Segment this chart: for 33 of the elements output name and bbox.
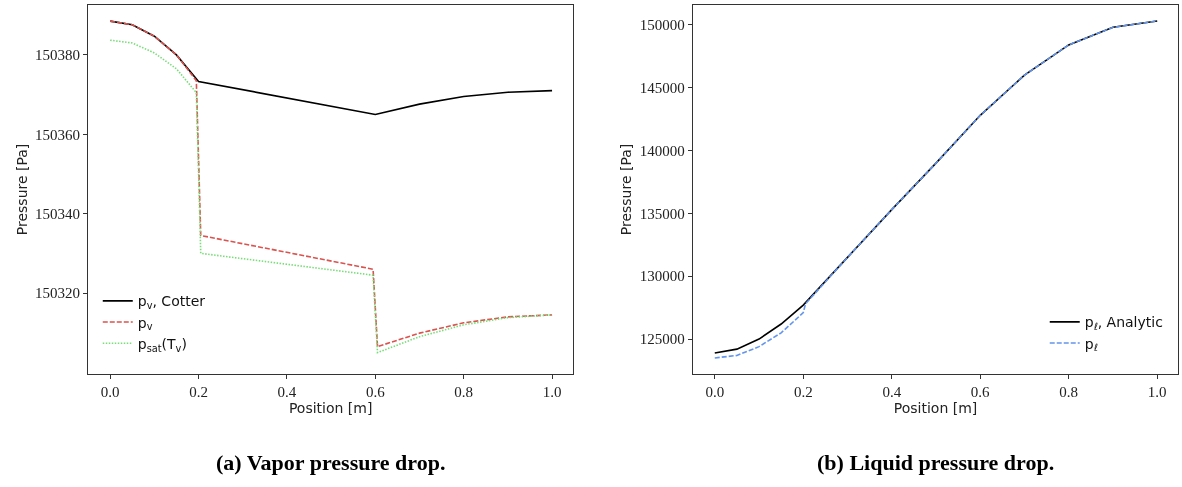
x-tick-label: 1.0 <box>1147 384 1167 401</box>
y-tick-label: 145000 <box>639 79 685 96</box>
x-tick-label: 0.0 <box>705 384 725 401</box>
x-axis-title: Position [m] <box>893 400 978 417</box>
legend-label: p$_{ℓ}$ <box>1084 335 1098 354</box>
y-tick-label: 150380 <box>35 47 81 64</box>
y-tick-label: 135000 <box>639 205 685 222</box>
x-tick-label: 0.4 <box>277 384 297 401</box>
x-tick-label: 0.8 <box>1059 384 1079 401</box>
y-axis-title: Pressure [Pa] <box>13 143 30 236</box>
x-tick-label: 0.4 <box>882 384 902 401</box>
y-tick-label: 130000 <box>639 268 685 285</box>
legend-label: p$_{v}$ <box>137 314 153 333</box>
y-tick-label: 150320 <box>35 285 81 302</box>
y-tick-label: 140000 <box>639 142 685 159</box>
y-axis-title: Pressure [Pa] <box>618 143 635 236</box>
x-tick-label: 0.8 <box>454 384 474 401</box>
y-tick-label: 150360 <box>35 126 81 143</box>
x-tick-label: 0.6 <box>365 384 386 401</box>
x-axis-title: Position [m] <box>288 400 373 417</box>
x-tick-label: 0.6 <box>970 384 991 401</box>
x-tick-label: 1.0 <box>542 384 562 401</box>
x-tick-label: 0.2 <box>189 384 208 401</box>
y-tick-label: 150000 <box>639 17 685 34</box>
y-tick-label: 125000 <box>639 331 685 348</box>
text: (a) Vapor pressure drop. <box>216 450 446 475</box>
y-tick-label: 150340 <box>35 205 81 222</box>
text: (b) Liquid pressure drop. <box>817 450 1055 475</box>
x-tick-label: 0.0 <box>100 384 120 401</box>
x-tick-label: 0.2 <box>793 384 813 401</box>
legend-label: p$_{ℓ}$, Analytic <box>1084 314 1163 333</box>
legend-label: p$_{v}$, Cotter <box>137 293 206 312</box>
legend-label: p$_{sat}$(T$_{v}$) <box>137 335 187 354</box>
